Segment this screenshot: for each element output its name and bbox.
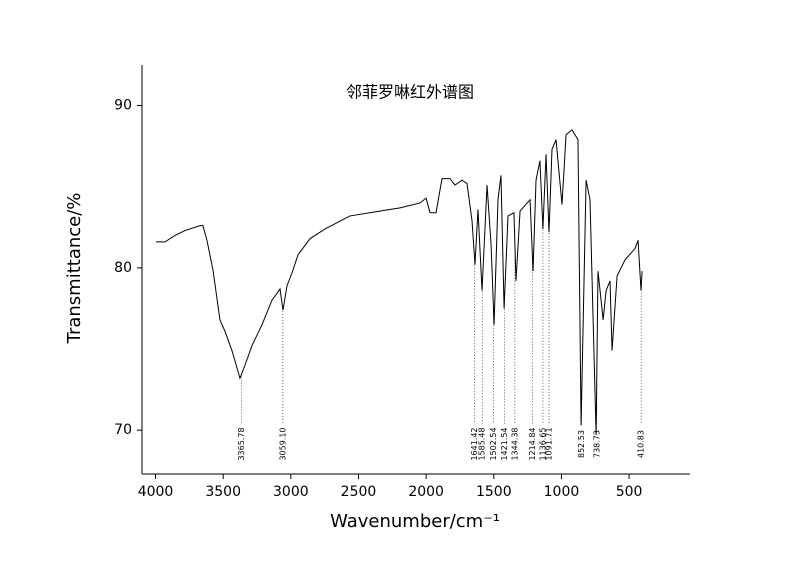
x-tick-label: 1000 [544,484,580,500]
peak-label: 410.83 [637,430,646,458]
peak-label: 3365.78 [237,427,246,460]
peak-label: 1136.65 [538,427,547,460]
spectrum-line [155,129,643,436]
y-tick-label: 80 [114,260,132,276]
chart-title: 邻菲罗啉红外谱图 [346,83,474,102]
peak-label: 852.53 [577,430,586,458]
peak-label: 1421.54 [500,427,509,460]
peak-label: 1585.48 [478,427,487,460]
peak-label: 3059.10 [278,427,287,460]
peak-label: 1344.38 [510,427,519,460]
peak-label: 738.73 [592,430,601,458]
x-tick-label: 1500 [476,484,512,500]
x-tick-label: 4000 [138,484,174,500]
x-tick-label: 2000 [408,484,444,500]
y-axis-label: Transmittance/% [64,193,85,345]
peak-label: 1091.71 [545,427,554,460]
peak-label: 1214.84 [528,427,537,460]
x-tick-label: 500 [616,484,643,500]
peak-label: 1502.54 [489,427,498,460]
y-tick-label: 90 [114,98,132,114]
x-tick-label: 3500 [205,484,241,500]
peak-label: 1641.42 [470,427,479,460]
x-tick-label: 2500 [341,484,377,500]
x-tick-label: 3000 [273,484,309,500]
y-tick-label: 70 [114,422,132,438]
x-axis-label: Wavenumber/cm⁻¹ [330,511,500,532]
